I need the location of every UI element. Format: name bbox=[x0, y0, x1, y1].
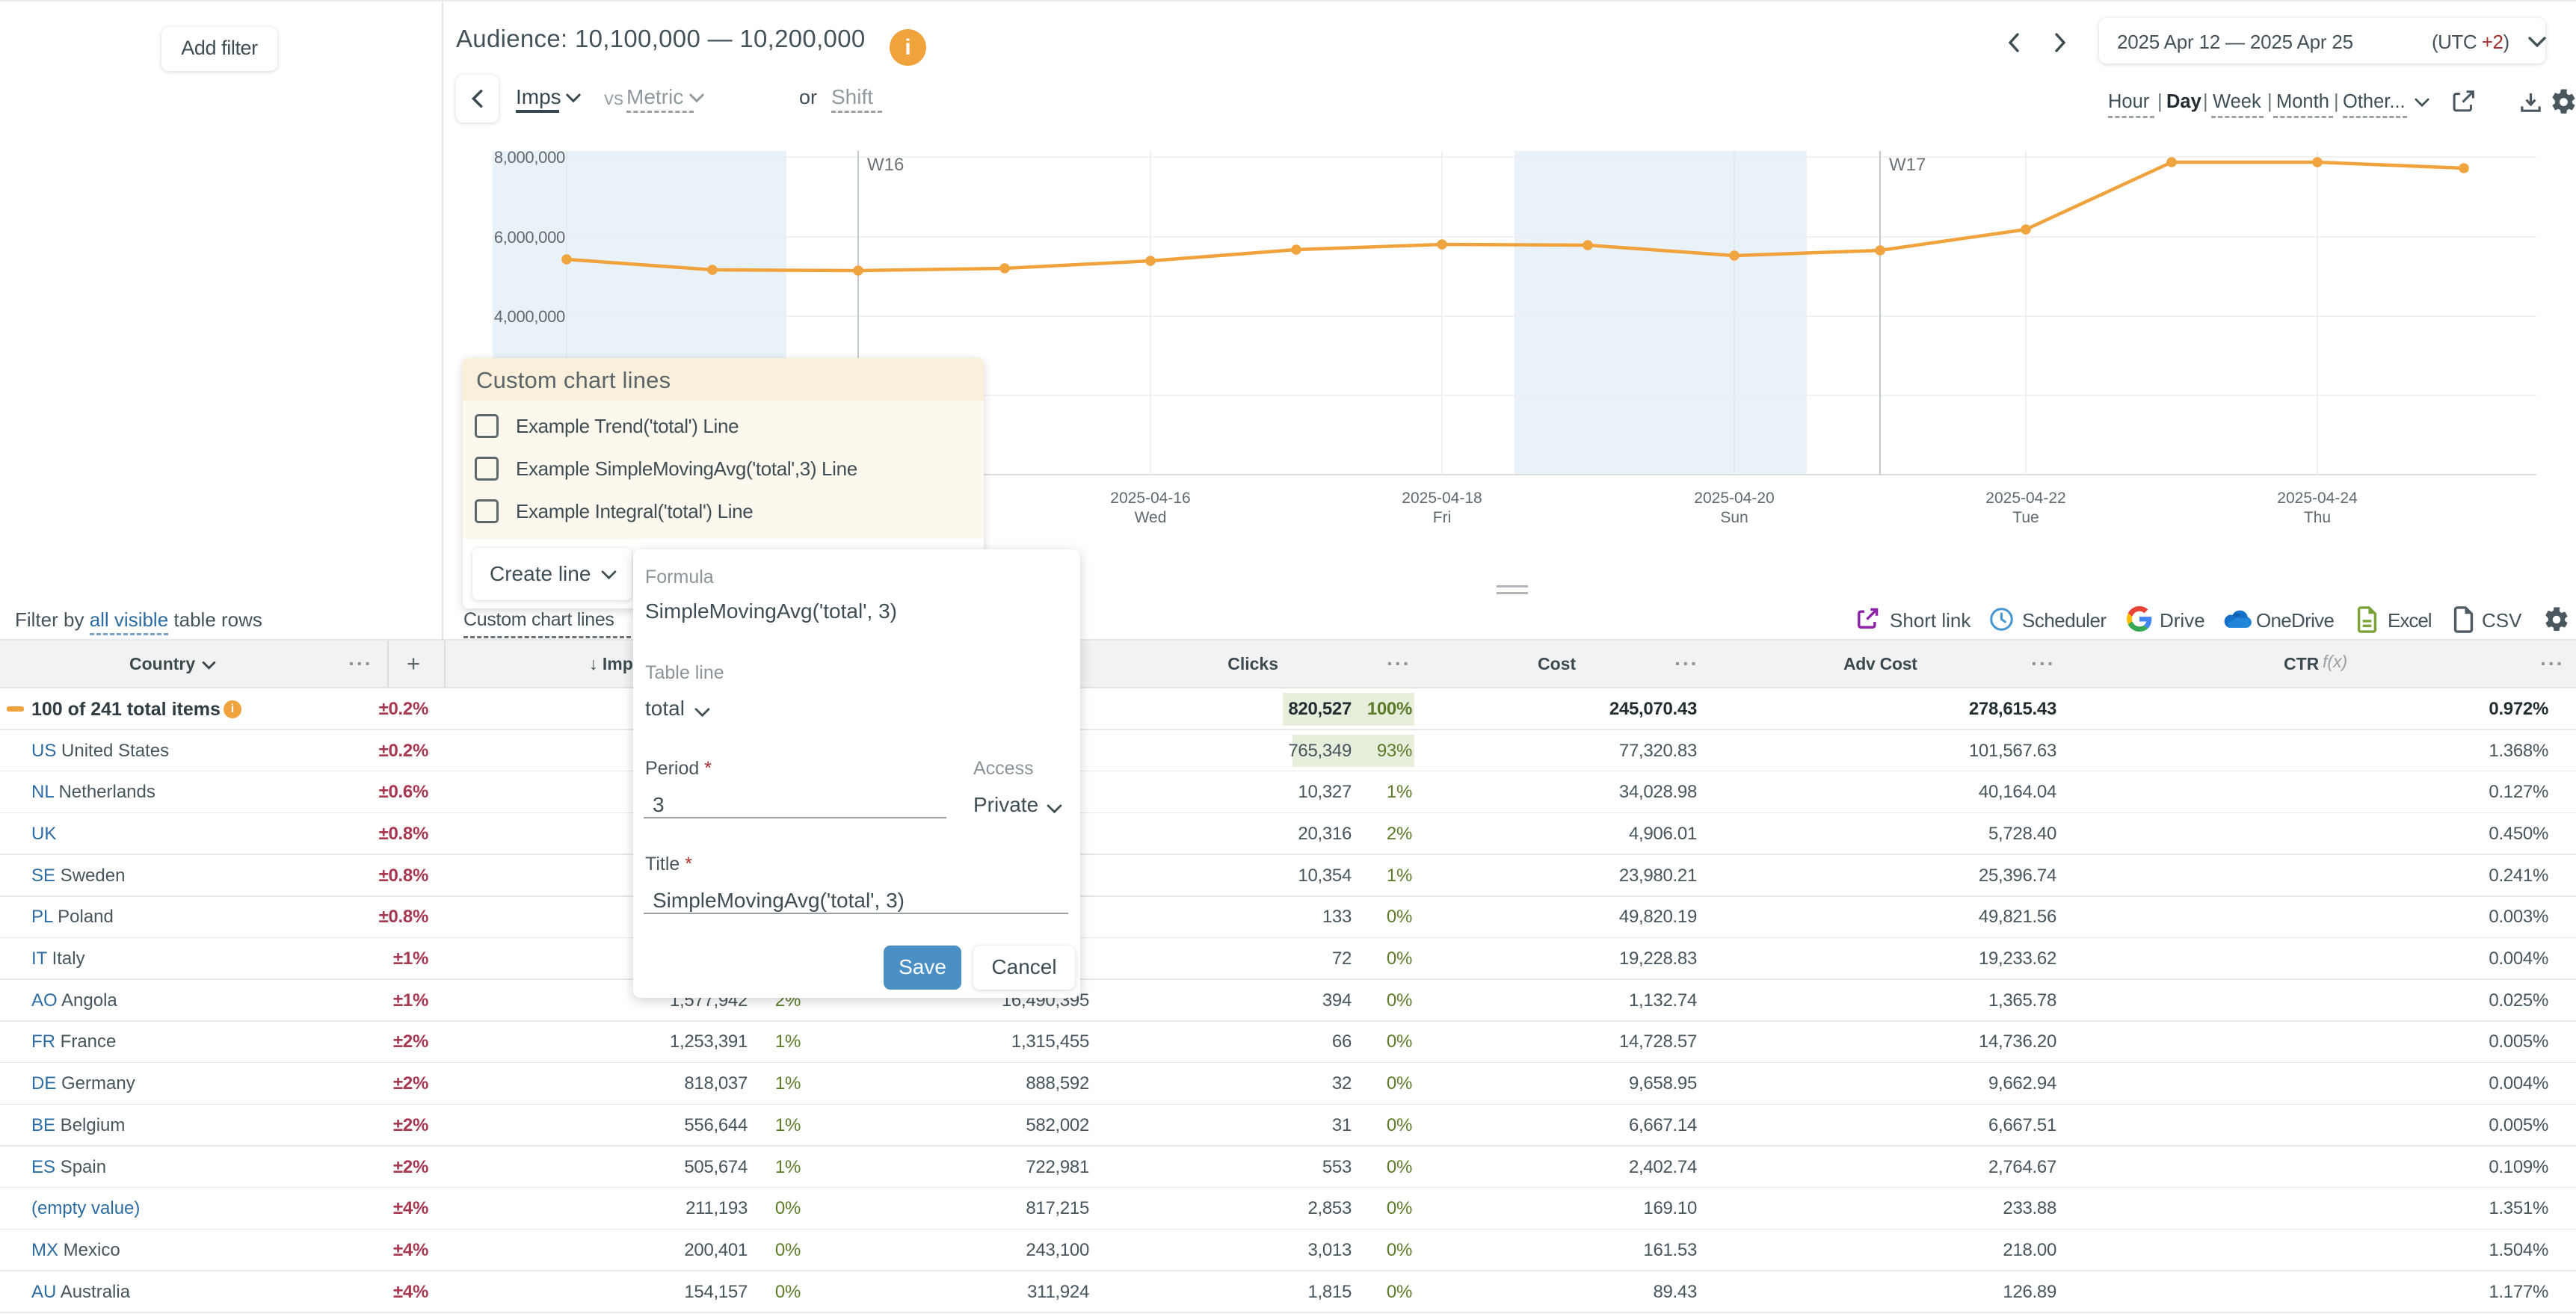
svg-text:W17: W17 bbox=[1889, 155, 1926, 175]
svg-text:8,000,000: 8,000,000 bbox=[494, 148, 565, 167]
svg-text:W16: W16 bbox=[867, 155, 904, 175]
svg-text:Fri: Fri bbox=[1433, 509, 1452, 526]
svg-text:2025-04-16: 2025-04-16 bbox=[1110, 490, 1190, 507]
svg-text:Thu: Thu bbox=[2304, 509, 2331, 526]
svg-text:4,000,000: 4,000,000 bbox=[494, 307, 565, 326]
svg-text:Tue: Tue bbox=[2012, 509, 2039, 526]
svg-text:Sun: Sun bbox=[1720, 509, 1748, 526]
svg-text:2025-04-22: 2025-04-22 bbox=[1985, 490, 2065, 507]
svg-text:Wed: Wed bbox=[1135, 509, 1167, 526]
svg-text:6,000,000: 6,000,000 bbox=[494, 228, 565, 247]
svg-text:2025-04-24: 2025-04-24 bbox=[2277, 490, 2358, 507]
svg-text:2025-04-20: 2025-04-20 bbox=[1694, 490, 1774, 507]
svg-text:2025-04-18: 2025-04-18 bbox=[1402, 490, 1482, 507]
